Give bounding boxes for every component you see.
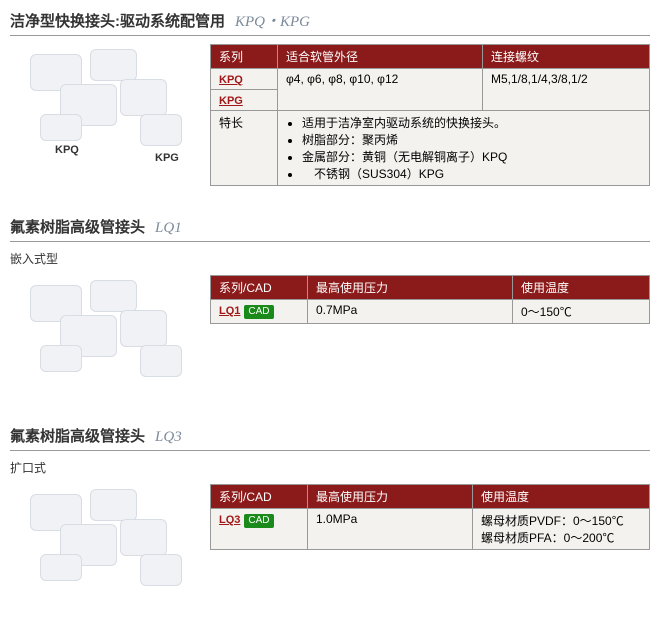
table-cell: 特长	[211, 111, 278, 186]
table-row: 特长适用于洁净室内驱动系统的快换接头。树脂部分：聚丙烯金属部分：黄铜（无电解铜离…	[211, 111, 650, 186]
product-shape	[140, 345, 182, 377]
section-code: KPQ・KPG	[235, 14, 310, 30]
table-header: 连接螺纹	[483, 45, 650, 69]
feature-item: 不锈钢（SUS304）KPG	[302, 165, 641, 182]
feature-item: 金属部分：黄铜（无电解铜离子）KPQ	[302, 148, 641, 165]
table-cell: LQ1 CAD	[211, 300, 308, 324]
table-row: KPQφ4, φ6, φ8, φ10, φ12M5,1/8,1/4,3/8,1/…	[211, 69, 650, 90]
series-link[interactable]: KPG	[219, 95, 243, 107]
table-cell: 1.0MPa	[308, 509, 473, 550]
section-subtitle: 嵌入式型	[10, 250, 650, 267]
cad-badge[interactable]: CAD	[244, 305, 273, 319]
product-shape	[40, 345, 82, 372]
spec-table: 系列/CAD最高使用压力使用温度 LQ1 CAD 0.7MPa0～150℃	[210, 275, 650, 324]
content-row: KPQKPG系列适合软管外径连接螺纹KPQφ4, φ6, φ8, φ10, φ1…	[10, 44, 650, 186]
image-label: KPQ	[55, 144, 79, 156]
section-title: 氟素树脂高级管接头	[10, 428, 145, 445]
table-row: LQ1 CAD 0.7MPa0～150℃	[211, 300, 650, 324]
product-shape	[140, 114, 182, 146]
section-code: LQ3	[155, 429, 182, 445]
series-link[interactable]: LQ1	[219, 305, 240, 317]
spec-table: 系列适合软管外径连接螺纹KPQφ4, φ6, φ8, φ10, φ12M5,1/…	[210, 44, 650, 186]
product-image-area	[10, 484, 210, 604]
product-shape	[120, 79, 167, 116]
content-row: 系列/CAD最高使用压力使用温度 LQ3 CAD 1.0MPa螺母材质PVDF：0～1…	[10, 484, 650, 604]
feature-item: 适用于洁净室内驱动系统的快换接头。	[302, 114, 641, 131]
feature-list: 适用于洁净室内驱动系统的快换接头。树脂部分：聚丙烯金属部分：黄铜（无电解铜离子）…	[286, 114, 641, 182]
table-cell: 0.7MPa	[308, 300, 513, 324]
series-link[interactable]: LQ3	[219, 514, 240, 526]
table-header: 系列	[211, 45, 278, 69]
product-shape	[40, 114, 82, 141]
table-cell: KPQ	[211, 69, 278, 90]
product-shape	[120, 310, 167, 347]
section-title: 洁净型快换接头:驱动系统配管用	[10, 13, 225, 30]
table-cell: LQ3 CAD	[211, 509, 308, 550]
table-header: 使用温度	[513, 276, 650, 300]
table-cell: 适用于洁净室内驱动系统的快换接头。树脂部分：聚丙烯金属部分：黄铜（无电解铜离子）…	[278, 111, 650, 186]
section-title-row: 氟素树脂高级管接头 LQ1	[10, 216, 650, 242]
table-row: LQ3 CAD 1.0MPa螺母材质PVDF：0～150℃螺母材质PFA：0～200…	[211, 509, 650, 550]
table-cell: M5,1/8,1/4,3/8,1/2	[483, 69, 650, 111]
spec-table: 系列/CAD最高使用压力使用温度 LQ3 CAD 1.0MPa螺母材质PVDF：0～1…	[210, 484, 650, 550]
table-header: 系列/CAD	[211, 276, 308, 300]
product-shape	[120, 519, 167, 556]
content-row: 系列/CAD最高使用压力使用温度 LQ1 CAD 0.7MPa0～150℃	[10, 275, 650, 395]
table-header: 系列/CAD	[211, 485, 308, 509]
image-label: KPG	[155, 152, 179, 164]
product-section: 氟素树脂高级管接头 LQ1 嵌入式型系列/CAD最高使用压力使用温度 LQ1 CAD 0.…	[10, 216, 650, 395]
section-code: LQ1	[155, 220, 182, 236]
table-header: 使用温度	[473, 485, 650, 509]
series-link[interactable]: KPQ	[219, 74, 243, 86]
table-header: 最高使用压力	[308, 485, 473, 509]
table-cell: 0～150℃	[513, 300, 650, 324]
product-section: 洁净型快换接头:驱动系统配管用 KPQ・KPG KPQ KPG 系列适合软管外径连接螺纹…	[10, 10, 650, 186]
feature-item: 树脂部分：聚丙烯	[302, 131, 641, 148]
product-section: 氟素树脂高级管接头 LQ3 扩口式系列/CAD最高使用压力使用温度 LQ3 CAD 1.0…	[10, 425, 650, 604]
product-shape	[90, 280, 137, 312]
product-shape	[90, 49, 137, 81]
product-image-area	[10, 275, 210, 395]
cad-badge[interactable]: CAD	[244, 514, 273, 528]
table-cell: KPG	[211, 90, 278, 111]
section-subtitle: 扩口式	[10, 459, 650, 476]
section-title-row: 洁净型快换接头:驱动系统配管用 KPQ・KPG	[10, 10, 650, 36]
table-header: 最高使用压力	[308, 276, 513, 300]
section-title-row: 氟素树脂高级管接头 LQ3	[10, 425, 650, 451]
table-cell: φ4, φ6, φ8, φ10, φ12	[278, 69, 483, 111]
product-shape	[40, 554, 82, 581]
product-image-area: KPQ KPG	[10, 44, 210, 164]
product-shape	[90, 489, 137, 521]
section-title: 氟素树脂高级管接头	[10, 219, 145, 236]
product-shape	[140, 554, 182, 586]
table-cell: 螺母材质PVDF：0～150℃螺母材质PFA：0～200℃	[473, 509, 650, 550]
table-header: 适合软管外径	[278, 45, 483, 69]
